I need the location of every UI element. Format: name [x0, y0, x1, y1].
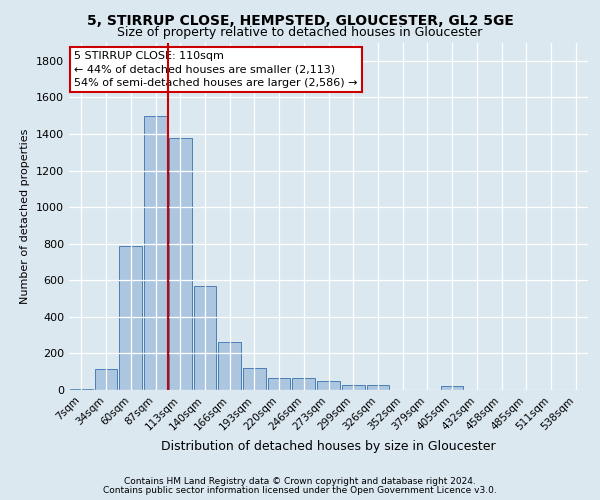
Y-axis label: Number of detached properties: Number of detached properties: [20, 128, 31, 304]
Bar: [218, 342, 241, 390]
Text: Contains HM Land Registry data © Crown copyright and database right 2024.: Contains HM Land Registry data © Crown c…: [124, 477, 476, 486]
Bar: [169, 138, 191, 390]
X-axis label: Distribution of detached houses by size in Gloucester: Distribution of detached houses by size …: [161, 440, 496, 453]
Bar: [243, 368, 266, 390]
Bar: [342, 384, 365, 390]
Bar: [292, 378, 315, 390]
Bar: [317, 381, 340, 390]
Text: 5 STIRRUP CLOSE: 110sqm
← 44% of detached houses are smaller (2,113)
54% of semi: 5 STIRRUP CLOSE: 110sqm ← 44% of detache…: [74, 51, 358, 88]
Bar: [194, 286, 216, 390]
Bar: [441, 386, 463, 390]
Text: Size of property relative to detached houses in Gloucester: Size of property relative to detached ho…: [118, 26, 482, 39]
Bar: [268, 378, 290, 390]
Bar: [70, 389, 93, 390]
Bar: [95, 369, 118, 390]
Bar: [119, 246, 142, 390]
Bar: [367, 386, 389, 390]
Bar: [144, 116, 167, 390]
Text: Contains public sector information licensed under the Open Government Licence v3: Contains public sector information licen…: [103, 486, 497, 495]
Text: 5, STIRRUP CLOSE, HEMPSTED, GLOUCESTER, GL2 5GE: 5, STIRRUP CLOSE, HEMPSTED, GLOUCESTER, …: [86, 14, 514, 28]
